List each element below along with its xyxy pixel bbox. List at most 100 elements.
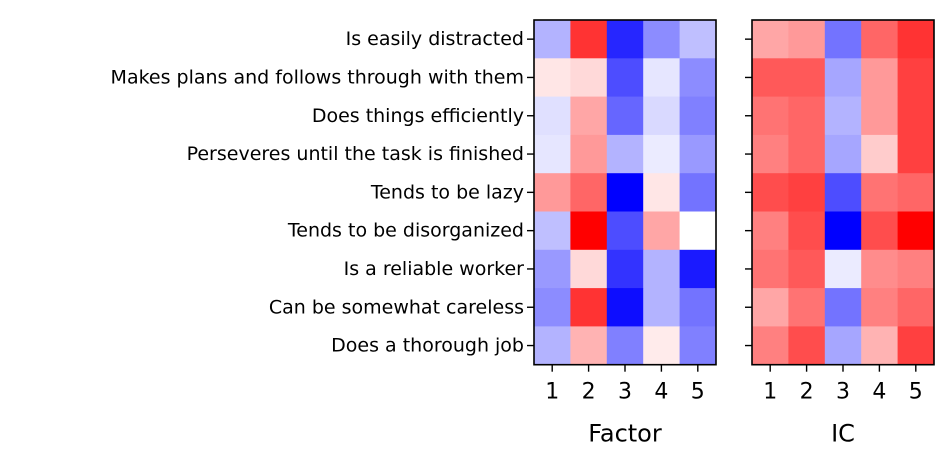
heatmap-cell bbox=[861, 211, 899, 251]
heatmap-cell bbox=[534, 96, 571, 136]
heatmap-cell bbox=[534, 326, 571, 366]
heatmap-cell bbox=[534, 58, 571, 98]
heatmap-cell bbox=[861, 58, 899, 98]
heatmap-cell bbox=[861, 134, 899, 174]
heatmap-cell bbox=[570, 326, 608, 366]
heatmap-cell bbox=[897, 20, 935, 59]
heatmap-cell bbox=[606, 58, 644, 98]
x-tick-label: 5 bbox=[691, 380, 705, 405]
heatmap-cell bbox=[788, 134, 826, 174]
row-label: Tends to be lazy bbox=[370, 181, 524, 203]
heatmap-cell bbox=[534, 20, 571, 59]
heatmap-cell bbox=[897, 58, 935, 98]
heatmap-cell bbox=[788, 58, 826, 98]
heatmap-cell bbox=[606, 288, 644, 327]
heatmap-cell bbox=[788, 326, 826, 366]
heatmap-cell bbox=[606, 134, 644, 174]
heatmap-cell bbox=[752, 249, 789, 289]
heatmap-cell bbox=[570, 288, 608, 327]
ic-axis-label: IC bbox=[831, 420, 855, 448]
heatmap-cell bbox=[788, 173, 826, 212]
heatmap-cell bbox=[788, 20, 826, 59]
heatmap-cell bbox=[679, 134, 717, 174]
heatmap-cell bbox=[752, 58, 789, 98]
heatmap-cell bbox=[752, 173, 789, 212]
heatmap-cell bbox=[824, 288, 862, 327]
row-label: Perseveres until the task is finished bbox=[187, 143, 524, 165]
row-labels: Is easily distracted Makes plans and foll… bbox=[111, 28, 525, 356]
heatmap-cell bbox=[861, 249, 899, 289]
heatmap-cell bbox=[679, 326, 717, 366]
heatmap-cell bbox=[824, 58, 862, 98]
heatmap-cell bbox=[897, 249, 935, 289]
heatmap-cell bbox=[788, 96, 826, 136]
heatmap-cell bbox=[643, 326, 681, 366]
heatmap-cell bbox=[897, 211, 935, 251]
heatmap-cell bbox=[824, 134, 862, 174]
x-tick-label: 4 bbox=[654, 380, 668, 405]
heatmap-cell bbox=[752, 96, 789, 136]
heatmap-cell bbox=[643, 249, 681, 289]
heatmap-cell bbox=[861, 326, 899, 366]
heatmap-cell bbox=[824, 249, 862, 289]
heatmap-cell bbox=[861, 173, 899, 212]
x-tick-label: 3 bbox=[836, 380, 850, 405]
heatmap-cell bbox=[788, 288, 826, 327]
heatmap-cell bbox=[752, 326, 789, 366]
x-tick-label: 4 bbox=[872, 380, 886, 405]
heatmap-cell bbox=[861, 20, 899, 59]
heatmap-cell bbox=[752, 211, 789, 251]
heatmap-cell bbox=[570, 249, 608, 289]
heatmap-cell bbox=[643, 58, 681, 98]
heatmap-cell bbox=[679, 288, 717, 327]
heatmap-cell bbox=[534, 173, 571, 212]
heatmap-cell bbox=[861, 96, 899, 136]
heatmap-cell bbox=[897, 288, 935, 327]
heatmap-cell bbox=[824, 173, 862, 212]
heatmap-cell bbox=[679, 20, 717, 59]
heatmap-cell bbox=[570, 20, 608, 59]
heatmap-cell bbox=[679, 96, 717, 136]
heatmap-cell bbox=[752, 134, 789, 174]
heatmap-cell bbox=[752, 288, 789, 327]
row-label: Can be somewhat careless bbox=[269, 296, 524, 318]
heatmap-cell bbox=[570, 96, 608, 136]
x-tick-label: 3 bbox=[618, 380, 632, 405]
heatmap-cell bbox=[824, 211, 862, 251]
x-tick-label: 1 bbox=[763, 380, 777, 405]
heatmap-cell bbox=[570, 134, 608, 174]
heatmap-cell bbox=[606, 173, 644, 212]
heatmap-cell bbox=[606, 211, 644, 251]
heatmap-cell bbox=[570, 211, 608, 251]
heatmap-cell bbox=[824, 96, 862, 136]
x-tick-label: 2 bbox=[582, 380, 596, 405]
heatmap-cell bbox=[824, 20, 862, 59]
x-tick-label: 2 bbox=[800, 380, 814, 405]
heatmap-cell bbox=[861, 288, 899, 327]
heatmap-cell bbox=[897, 173, 935, 212]
heatmap-cell bbox=[643, 173, 681, 212]
heatmap-cell bbox=[570, 58, 608, 98]
ic-heatmap: 1 2 3 4 5 IC bbox=[745, 19, 935, 448]
heatmap-cell bbox=[679, 58, 717, 98]
heatmap-cell bbox=[679, 249, 717, 289]
heatmap-cell bbox=[788, 211, 826, 251]
heatmap-cell bbox=[534, 211, 571, 251]
heatmap-cell bbox=[643, 211, 681, 251]
heatmap-cell bbox=[897, 326, 935, 366]
heatmap-cell bbox=[679, 211, 717, 251]
x-tick-label: 5 bbox=[909, 380, 923, 405]
heatmap-cell bbox=[788, 249, 826, 289]
heatmap-cell bbox=[643, 134, 681, 174]
heatmap-cell bbox=[643, 96, 681, 136]
heatmap-cell bbox=[606, 96, 644, 136]
heatmap-cell bbox=[824, 326, 862, 366]
heatmap-cell bbox=[534, 288, 571, 327]
heatmap-cell bbox=[606, 326, 644, 366]
row-label: Makes plans and follows through with the… bbox=[111, 66, 524, 88]
heatmap-cell bbox=[643, 288, 681, 327]
heatmap-cell bbox=[606, 249, 644, 289]
row-label: Is easily distracted bbox=[346, 28, 524, 50]
factor-axis-label: Factor bbox=[588, 420, 662, 448]
